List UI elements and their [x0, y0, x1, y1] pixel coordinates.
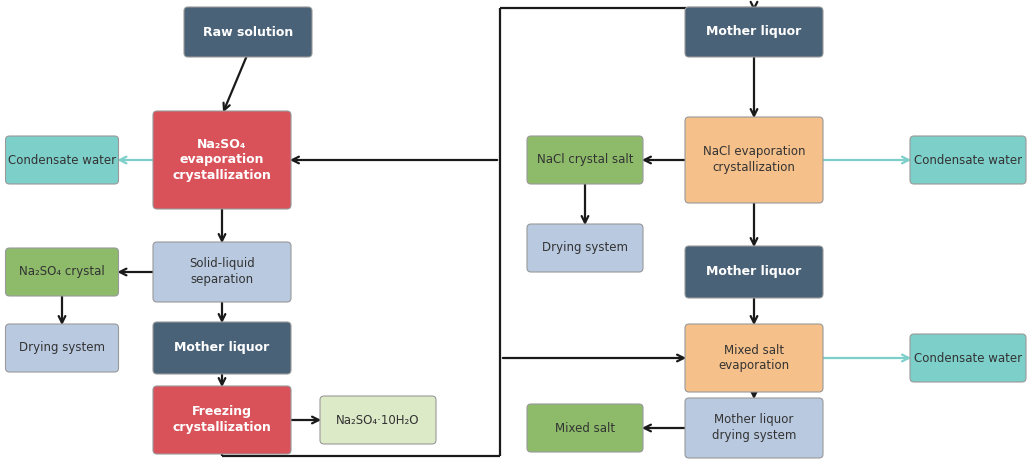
Text: Condensate water: Condensate water — [8, 153, 116, 166]
Text: NaCl evaporation
crystallization: NaCl evaporation crystallization — [703, 145, 805, 174]
FancyBboxPatch shape — [184, 7, 312, 57]
FancyBboxPatch shape — [910, 334, 1026, 382]
Text: Freezing
crystallization: Freezing crystallization — [173, 405, 272, 434]
Text: Drying system: Drying system — [19, 342, 105, 355]
FancyBboxPatch shape — [5, 324, 119, 372]
Text: Mixed salt
evaporation: Mixed salt evaporation — [719, 343, 790, 372]
FancyBboxPatch shape — [685, 117, 823, 203]
FancyBboxPatch shape — [153, 242, 291, 302]
FancyBboxPatch shape — [685, 398, 823, 458]
Text: Mother liquor: Mother liquor — [706, 26, 801, 39]
FancyBboxPatch shape — [685, 7, 823, 57]
Text: Na₂SO₄ crystal: Na₂SO₄ crystal — [19, 266, 104, 279]
Text: Mother liquor
drying system: Mother liquor drying system — [711, 413, 796, 443]
Text: Condensate water: Condensate water — [914, 153, 1022, 166]
FancyBboxPatch shape — [910, 136, 1026, 184]
FancyBboxPatch shape — [153, 111, 291, 209]
FancyBboxPatch shape — [5, 136, 119, 184]
FancyBboxPatch shape — [5, 248, 119, 296]
FancyBboxPatch shape — [527, 136, 643, 184]
Text: Mother liquor: Mother liquor — [706, 266, 801, 279]
Text: Condensate water: Condensate water — [914, 351, 1022, 364]
FancyBboxPatch shape — [153, 322, 291, 374]
FancyBboxPatch shape — [527, 224, 643, 272]
Text: Raw solution: Raw solution — [203, 26, 293, 39]
FancyBboxPatch shape — [320, 396, 436, 444]
FancyBboxPatch shape — [527, 404, 643, 452]
FancyBboxPatch shape — [153, 386, 291, 454]
Text: Drying system: Drying system — [542, 241, 628, 254]
Text: Na₂SO₄
evaporation
crystallization: Na₂SO₄ evaporation crystallization — [173, 137, 272, 183]
Text: Na₂SO₄·10H₂O: Na₂SO₄·10H₂O — [336, 413, 420, 426]
Text: Mixed salt: Mixed salt — [555, 422, 615, 434]
Text: Mother liquor: Mother liquor — [175, 342, 270, 355]
FancyBboxPatch shape — [685, 324, 823, 392]
Text: Solid-liquid
separation: Solid-liquid separation — [189, 258, 254, 287]
Text: NaCl crystal salt: NaCl crystal salt — [537, 153, 633, 166]
FancyBboxPatch shape — [685, 246, 823, 298]
